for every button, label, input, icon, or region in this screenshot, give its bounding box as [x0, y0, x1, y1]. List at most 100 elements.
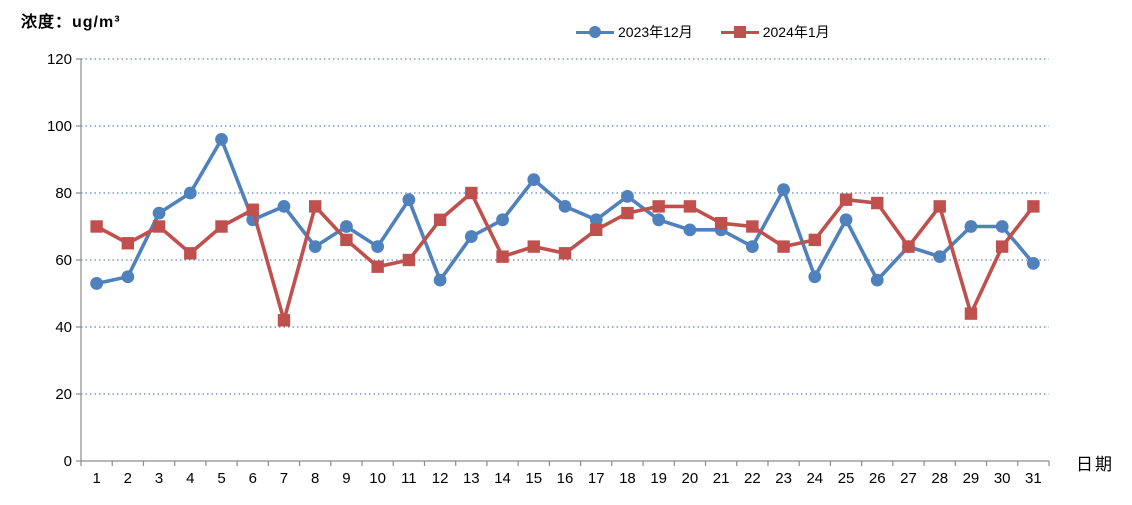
series-1-marker — [964, 220, 978, 233]
x-tick-label: 3 — [155, 470, 163, 487]
series-1-marker — [621, 189, 634, 203]
series-1-marker — [995, 220, 1009, 233]
series-1-marker — [402, 193, 416, 207]
chart-legend: 2023年12月 2024年1月 — [576, 22, 830, 42]
series-2-marker — [277, 314, 291, 327]
series-1-marker — [183, 186, 197, 200]
series-2-marker — [371, 260, 384, 273]
x-tick-label: 8 — [311, 470, 319, 487]
series-2-marker — [121, 237, 135, 250]
x-tick-label: 20 — [682, 470, 699, 487]
series-1-marker — [121, 270, 135, 284]
y-tick-label: 80 — [55, 185, 72, 202]
x-tick-label: 15 — [525, 470, 542, 487]
series-2-marker — [808, 233, 822, 247]
x-tick-label: 23 — [775, 470, 792, 487]
series-1-marker — [933, 250, 947, 264]
series-1-marker — [777, 183, 790, 197]
x-tick-label: 27 — [900, 470, 917, 487]
series-1-marker — [683, 223, 697, 237]
x-tick-label: 30 — [994, 470, 1011, 487]
x-tick-label: 21 — [713, 470, 730, 487]
x-tick-label: 16 — [557, 470, 574, 487]
series-1-marker — [433, 273, 447, 287]
series-1-marker — [277, 200, 291, 213]
x-tick-label: 5 — [217, 470, 225, 487]
series-2-marker — [527, 240, 540, 253]
x-axis-title: 日期 — [1076, 455, 1114, 474]
y-tick-label: 60 — [55, 252, 72, 269]
series-1-marker — [308, 240, 322, 254]
x-tick-label: 28 — [931, 470, 948, 487]
series-2-marker — [433, 213, 447, 226]
x-tick-label: 7 — [280, 470, 288, 487]
x-tick-label: 13 — [463, 470, 480, 487]
series-2-marker — [902, 240, 915, 253]
series-1-marker — [527, 173, 541, 187]
series-1-marker — [1026, 256, 1040, 270]
series-2-marker — [215, 220, 228, 233]
series-2-marker — [652, 200, 665, 213]
series-2-marker — [871, 196, 884, 210]
series-2-marker — [184, 247, 197, 260]
series-2-marker — [340, 233, 353, 247]
y-tick-label: 120 — [47, 51, 72, 68]
series-2-marker — [558, 247, 572, 260]
x-tick-label: 17 — [588, 470, 605, 487]
series-2-marker — [621, 206, 634, 220]
x-tick-label: 18 — [619, 470, 636, 487]
series-2-marker — [465, 186, 478, 200]
y-tick-label: 20 — [55, 386, 72, 403]
series-2-marker — [496, 250, 509, 263]
y-axis-title: 浓度：ug/m³ — [21, 14, 121, 31]
series-2-marker — [714, 216, 728, 230]
x-tick-label: 26 — [869, 470, 886, 487]
x-tick-label: 11 — [401, 470, 417, 487]
x-tick-label: 24 — [806, 470, 823, 487]
legend-label-series-1: 2023年12月 — [618, 24, 693, 40]
x-tick-label: 22 — [744, 470, 761, 487]
series-2-marker — [1027, 200, 1040, 213]
series-2-marker — [590, 223, 603, 237]
legend-item-series-2: 2024年1月 — [720, 22, 830, 42]
series-2-marker — [402, 253, 416, 267]
y-tick-label: 40 — [55, 319, 72, 336]
legend-swatch-line-square-icon — [720, 26, 759, 39]
series-1-marker — [839, 213, 853, 227]
series-2-marker — [746, 220, 759, 233]
series-1-marker — [152, 206, 166, 220]
series-2-marker — [839, 193, 853, 206]
series-2-marker — [152, 220, 166, 233]
x-tick-label: 19 — [650, 470, 667, 487]
series-2-marker — [933, 200, 946, 213]
series-2-marker — [777, 240, 790, 253]
series-1-marker — [745, 240, 759, 254]
x-tick-label: 31 — [1025, 470, 1042, 487]
legend-label-series-2: 2024年1月 — [762, 24, 830, 40]
legend-item-series-1: 2023年12月 — [576, 22, 693, 42]
x-tick-label: 25 — [838, 470, 855, 487]
legend-swatch-line-circle-icon — [576, 26, 614, 39]
x-tick-label: 6 — [249, 470, 257, 487]
x-tick-label: 12 — [432, 470, 449, 487]
y-tick-label: 100 — [47, 118, 72, 135]
series-2-marker — [246, 203, 259, 216]
series-2-marker — [683, 200, 697, 213]
x-tick-label: 1 — [92, 470, 100, 487]
x-tick-label: 14 — [494, 470, 511, 487]
x-tick-label: 2 — [124, 470, 132, 487]
series-1-marker — [589, 213, 603, 227]
series-1-marker — [464, 230, 478, 243]
x-tick-label: 9 — [342, 470, 350, 487]
series-1-marker — [90, 277, 104, 290]
x-tick-label: 29 — [963, 470, 980, 487]
series-1-marker — [215, 133, 228, 146]
series-2-marker — [90, 220, 103, 233]
series-1-marker — [371, 240, 385, 254]
series-1-marker — [652, 213, 666, 227]
series-1-marker — [496, 213, 509, 227]
series-1-marker — [870, 273, 884, 287]
y-tick-label: 0 — [64, 453, 72, 470]
